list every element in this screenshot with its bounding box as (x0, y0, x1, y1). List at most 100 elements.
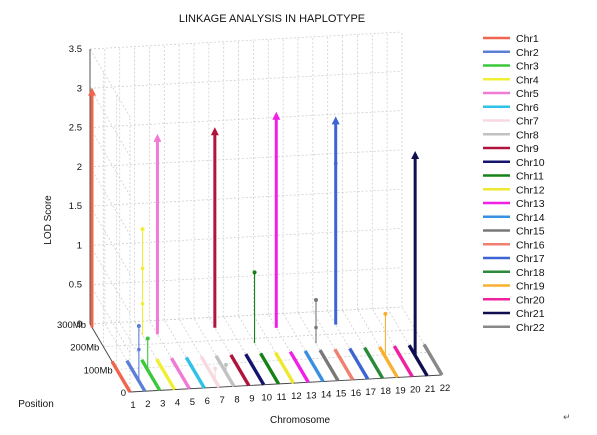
back-wall-z-grid (89, 228, 403, 246)
side-wall-z-grid (89, 166, 131, 236)
chromosome-base-bar (140, 358, 162, 392)
x-tick-label: 13 (306, 390, 317, 401)
lod-stem-marker (136, 323, 141, 328)
legend-label: Chr8 (516, 129, 539, 141)
chromosome-base-bar (259, 352, 281, 385)
lod-stem-point (333, 161, 338, 166)
legend-label: Chr11 (516, 171, 544, 183)
lod-stem-point (140, 301, 145, 306)
x-tick-label: 14 (321, 389, 332, 400)
chromosome-base-bar (125, 359, 147, 393)
y-tick-label: 100Mb (84, 365, 113, 376)
floor-y-grid (89, 306, 403, 325)
legend-label: Chr10 (516, 157, 545, 169)
lod-stems (88, 87, 420, 381)
z-tick-label: 3 (77, 83, 82, 94)
side-wall-z-grid (89, 88, 131, 157)
back-wall-z-grid (89, 188, 403, 207)
x-tick-label: 10 (261, 393, 272, 404)
chromosome-base-bar (169, 357, 191, 390)
chromosome-base-bar (229, 354, 251, 387)
z-tick-label: 0 (77, 319, 82, 330)
x-tick-label: 6 (205, 396, 210, 407)
chromosome-base-bar (244, 353, 266, 386)
chromosome-base-bar (155, 358, 177, 391)
y-tick-label: 0 (121, 388, 126, 399)
y-tick-label: 300Mb (57, 320, 86, 331)
legend-label: Chr22 (516, 322, 545, 334)
legend-label: Chr3 (516, 61, 539, 73)
legend-label: Chr21 (516, 308, 545, 320)
y-axis-label: Position (18, 399, 54, 410)
x-tick-label: 7 (219, 395, 224, 406)
grid-lines (89, 31, 443, 393)
x-tick-label: 12 (291, 391, 302, 402)
floor-y-grid (103, 329, 416, 348)
chromosome-base-bar (288, 350, 310, 384)
chromosome-base-bar (363, 346, 385, 380)
chromosome-base-bar (422, 343, 444, 376)
x-tick-label: 9 (249, 394, 254, 405)
y-tick-label: 200Mb (70, 343, 99, 354)
lod-stem-arrowhead (88, 87, 96, 96)
x-tick-label: 17 (365, 387, 376, 398)
chromosome-base-bar (214, 354, 236, 388)
side-wall-z-grid (89, 245, 131, 314)
chromosome-base-bar (110, 360, 132, 393)
back-wall-z-grid (89, 149, 403, 168)
chart-title: LINKAGE ANALYSIS IN HAPLOTYPE (179, 13, 365, 25)
lod-stem-arrowhead (210, 127, 219, 136)
legend-label: Chr18 (516, 267, 545, 279)
lod-stem-marker (314, 298, 318, 303)
back-wall-z-grid (89, 31, 403, 50)
chromosome-base-bar (377, 345, 399, 379)
lod-stem-marker (213, 366, 218, 371)
legend-box (477, 30, 557, 335)
legend-label: Chr12 (516, 184, 545, 196)
z-tick-label: 3.5 (69, 44, 82, 55)
chromosome-base-bar (273, 351, 295, 384)
legend-label: Chr13 (516, 198, 545, 210)
chromosome-base-bar (199, 355, 221, 389)
chromosome-base-bar (348, 347, 370, 380)
x-tick-label: 22 (440, 383, 451, 394)
legend-label: Chr15 (516, 226, 545, 238)
x-tick-label: 20 (410, 385, 421, 396)
x-tick-label: 1 (130, 400, 135, 411)
lod-stem-point (137, 347, 141, 352)
z-tick-label: 1.5 (69, 201, 82, 212)
legend-label: Chr19 (516, 281, 545, 293)
legend-label: Chr14 (516, 212, 545, 224)
legend-label: Chr7 (516, 116, 539, 128)
x-tick-label: 21 (425, 384, 436, 395)
x-tick-label: 16 (351, 388, 362, 399)
lod-stem-marker (383, 311, 388, 316)
z-tick-label: 2.5 (69, 123, 82, 134)
lod-stem-arrowhead (153, 133, 162, 142)
legend-label: Chr17 (516, 253, 545, 265)
chromosome-bases (110, 343, 444, 393)
legend-label: Chr16 (516, 239, 545, 251)
chromosome-base-bar (407, 344, 429, 377)
x-tick-label: 2 (145, 399, 150, 410)
lod-stem-point (314, 325, 318, 330)
legend-label: Chr4 (516, 74, 539, 86)
legend-label: Chr9 (516, 143, 539, 155)
x-tick-label: 4 (175, 398, 180, 409)
lod-stem-marker (252, 270, 257, 275)
legend-label: Chr20 (516, 294, 545, 306)
back-wall-z-grid (89, 110, 403, 128)
x-axis-line (129, 374, 443, 393)
side-wall-z-grid (89, 205, 131, 275)
z-axis-label: LOD Score (43, 195, 54, 245)
back-wall-z-grid (89, 70, 403, 89)
side-wall-z-grid (89, 284, 131, 353)
legend-label: Chr1 (516, 33, 539, 45)
lod-stem-arrowhead (411, 151, 420, 160)
side-wall-z-grid (89, 127, 131, 196)
chromosome-base-bar (333, 348, 355, 381)
z-tick-label: 0.5 (69, 280, 82, 291)
x-tick-label: 5 (190, 397, 195, 408)
